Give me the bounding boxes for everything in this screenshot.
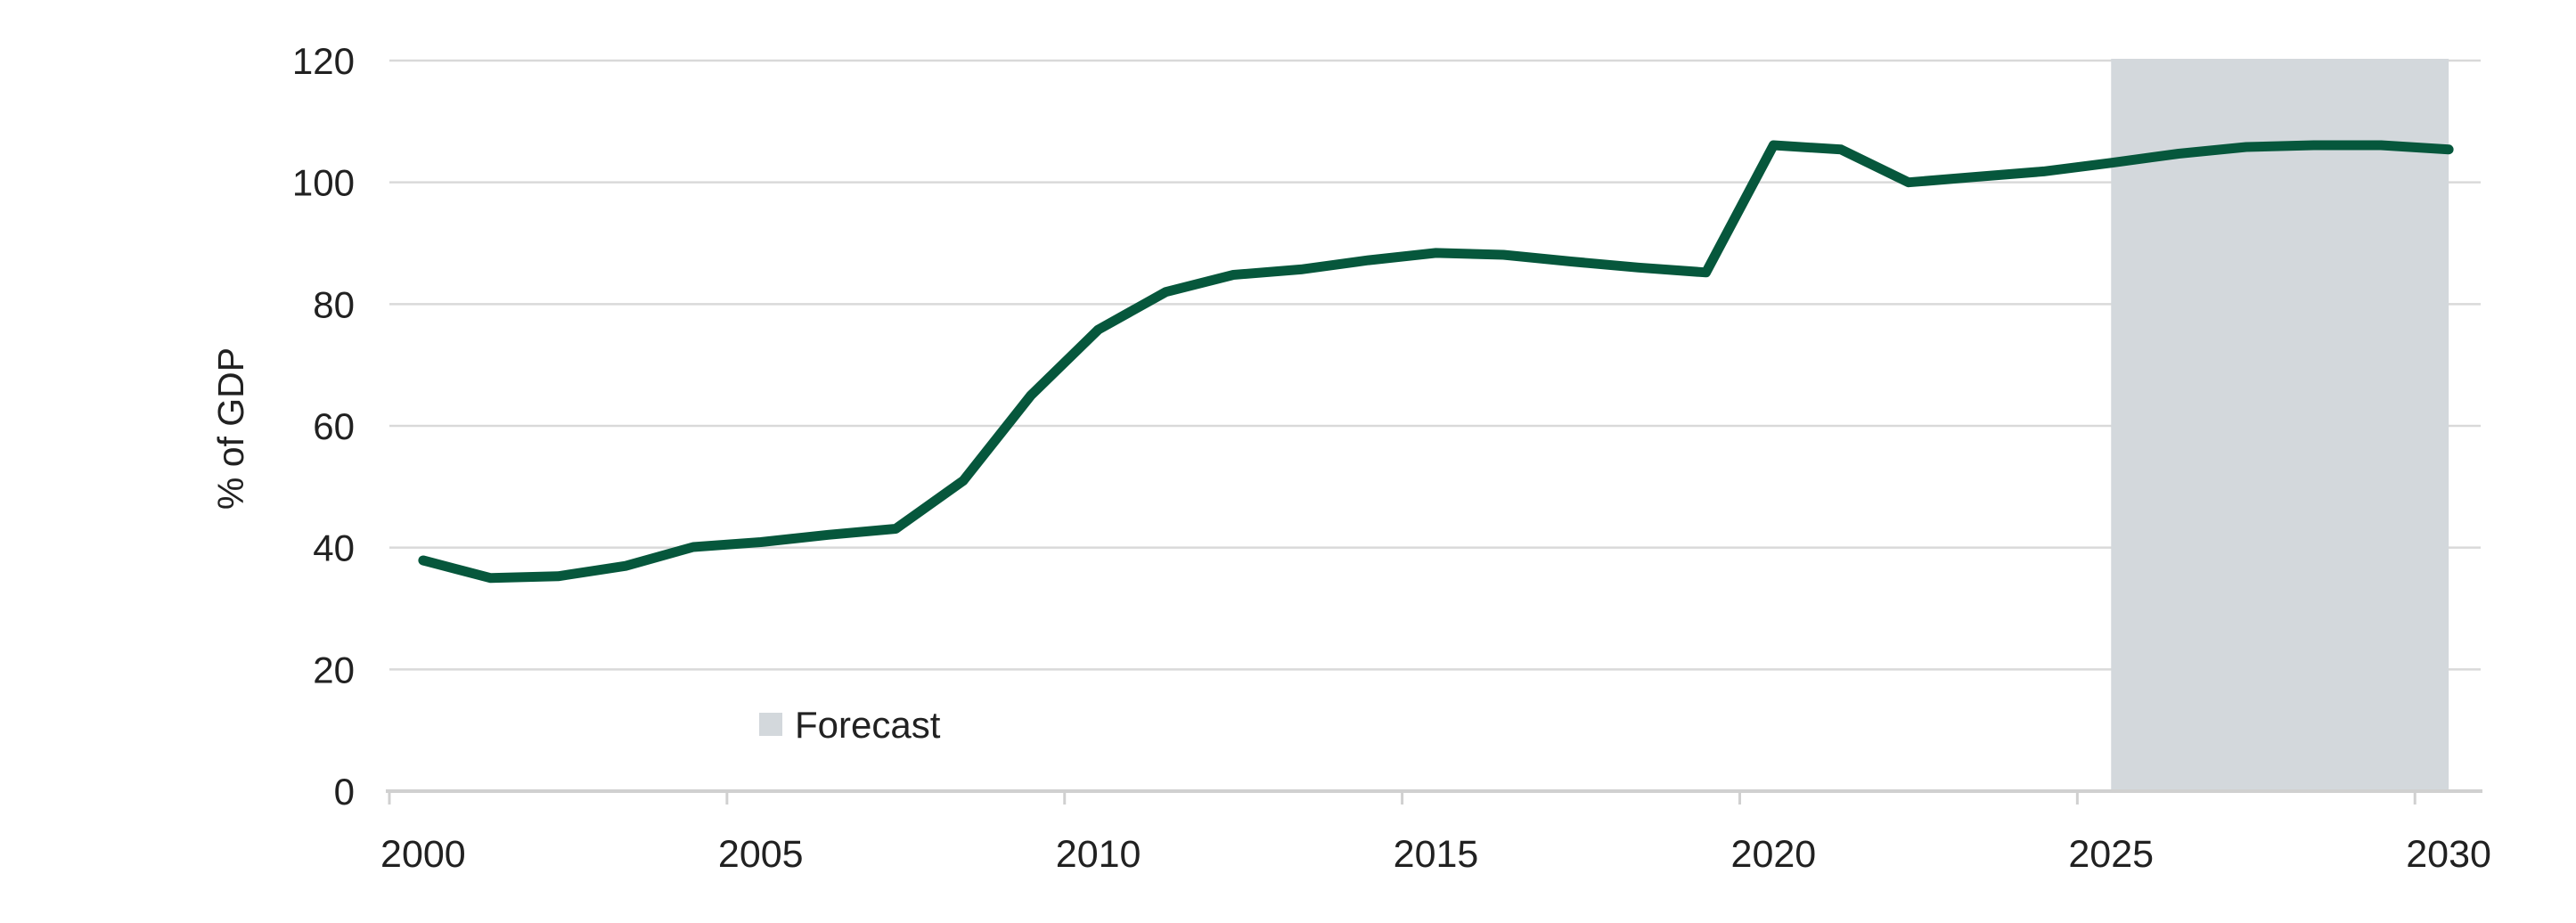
x-tick-label-2005: 2005	[718, 833, 804, 876]
legend-forecast-label: Forecast	[795, 704, 941, 746]
legend-forecast-swatch	[759, 713, 782, 736]
y-tick-label-20: 20	[313, 649, 355, 690]
debt-to-gdp-chart: 0 20 40 60 80 100 120 2000 2005 2010 2015 2020 2025…	[36, 14, 2576, 909]
x-tick-label-2020: 2020	[1731, 833, 1817, 876]
y-axis-title: % of GDP	[210, 347, 251, 510]
y-tick-label-40: 40	[313, 527, 355, 569]
y-tick-label-100: 100	[292, 162, 355, 204]
y-tick-label-80: 80	[313, 283, 355, 325]
legend: Forecast	[759, 704, 941, 746]
forecast-band	[2111, 59, 2449, 789]
y-tick-labels-group: 0 20 40 60 80 100 120	[292, 40, 355, 813]
x-tick-labels-group: 2000 2005 2010 2015 2020 2025 2030	[380, 833, 2491, 876]
line-chart-canvas: 0 20 40 60 80 100 120 2000 2005 2010 2015 2020 2025…	[36, 14, 2576, 909]
y-tick-label-120: 120	[292, 40, 355, 82]
y-tick-label-0: 0	[334, 771, 355, 813]
x-tick-label-2015: 2015	[1394, 833, 1479, 876]
y-tick-label-60: 60	[313, 405, 355, 447]
forecast-band-group	[2111, 59, 2449, 789]
x-tick-label-2025: 2025	[2068, 833, 2154, 876]
x-axis-group	[386, 791, 2482, 805]
x-tick-label-2030: 2030	[2406, 833, 2491, 876]
x-tick-label-2000: 2000	[380, 833, 466, 876]
x-tick-label-2010: 2010	[1056, 833, 1141, 876]
